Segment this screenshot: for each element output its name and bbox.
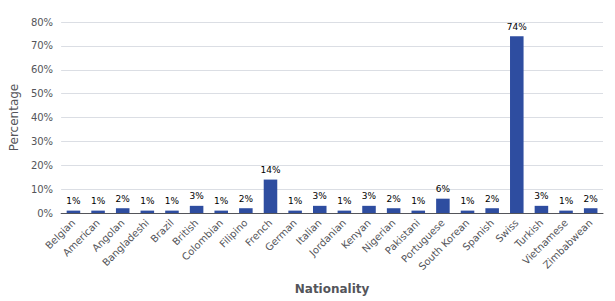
svg-text:Italian: Italian bbox=[293, 217, 324, 247]
svg-text:Angolan: Angolan bbox=[89, 217, 127, 254]
svg-text:3%: 3% bbox=[313, 191, 328, 201]
svg-text:80%: 80% bbox=[31, 17, 53, 28]
svg-text:0%: 0% bbox=[37, 208, 53, 219]
svg-text:2%: 2% bbox=[485, 194, 500, 204]
svg-text:Kenyan: Kenyan bbox=[339, 217, 373, 251]
svg-text:Turkish: Turkish bbox=[512, 217, 546, 250]
svg-text:Zimbabwean: Zimbabwean bbox=[541, 217, 595, 271]
svg-text:6%: 6% bbox=[436, 184, 451, 194]
svg-text:Filipino: Filipino bbox=[217, 217, 249, 249]
svg-text:Nationality: Nationality bbox=[295, 282, 370, 296]
svg-text:70%: 70% bbox=[31, 40, 53, 51]
svg-text:2%: 2% bbox=[386, 194, 401, 204]
svg-text:German: German bbox=[263, 217, 299, 253]
svg-text:20%: 20% bbox=[31, 160, 53, 171]
svg-text:50%: 50% bbox=[31, 88, 53, 99]
svg-text:30%: 30% bbox=[31, 136, 53, 147]
svg-text:Colombian: Colombian bbox=[179, 217, 226, 263]
svg-text:Percentage: Percentage bbox=[7, 84, 21, 152]
svg-text:1%: 1% bbox=[411, 196, 426, 206]
svg-text:3%: 3% bbox=[189, 191, 204, 201]
svg-text:1%: 1% bbox=[337, 196, 352, 206]
svg-text:1%: 1% bbox=[559, 196, 574, 206]
svg-text:Vietnamese: Vietnamese bbox=[520, 217, 570, 267]
svg-text:1%: 1% bbox=[66, 196, 81, 206]
svg-text:1%: 1% bbox=[165, 196, 180, 206]
svg-text:10%: 10% bbox=[31, 184, 53, 195]
svg-text:60%: 60% bbox=[31, 64, 53, 75]
svg-text:Pakistani: Pakistani bbox=[382, 217, 423, 257]
svg-text:Nigerian: Nigerian bbox=[360, 217, 398, 255]
svg-text:Bangladeshi: Bangladeshi bbox=[100, 217, 151, 268]
svg-text:14%: 14% bbox=[260, 165, 280, 175]
svg-text:Portuguese: Portuguese bbox=[399, 217, 447, 265]
svg-text:2%: 2% bbox=[116, 194, 131, 204]
svg-text:French: French bbox=[243, 217, 275, 249]
svg-text:1%: 1% bbox=[140, 196, 155, 206]
svg-text:1%: 1% bbox=[288, 196, 303, 206]
svg-text:1%: 1% bbox=[91, 196, 106, 206]
svg-text:40%: 40% bbox=[31, 112, 53, 123]
svg-text:Swiss: Swiss bbox=[493, 217, 521, 245]
svg-text:Belgian: Belgian bbox=[43, 217, 78, 252]
svg-text:1%: 1% bbox=[214, 196, 229, 206]
svg-text:South Korean: South Korean bbox=[416, 217, 472, 273]
svg-text:American: American bbox=[60, 217, 102, 259]
svg-text:3%: 3% bbox=[534, 191, 549, 201]
svg-text:Jordanian: Jordanian bbox=[307, 217, 349, 259]
svg-text:Spanish: Spanish bbox=[460, 217, 496, 253]
svg-text:1%: 1% bbox=[460, 196, 475, 206]
svg-text:British: British bbox=[170, 217, 201, 248]
svg-text:Brazil: Brazil bbox=[148, 217, 176, 245]
svg-text:74%: 74% bbox=[507, 22, 527, 32]
svg-text:2%: 2% bbox=[584, 194, 599, 204]
svg-text:2%: 2% bbox=[239, 194, 254, 204]
svg-text:3%: 3% bbox=[362, 191, 377, 201]
